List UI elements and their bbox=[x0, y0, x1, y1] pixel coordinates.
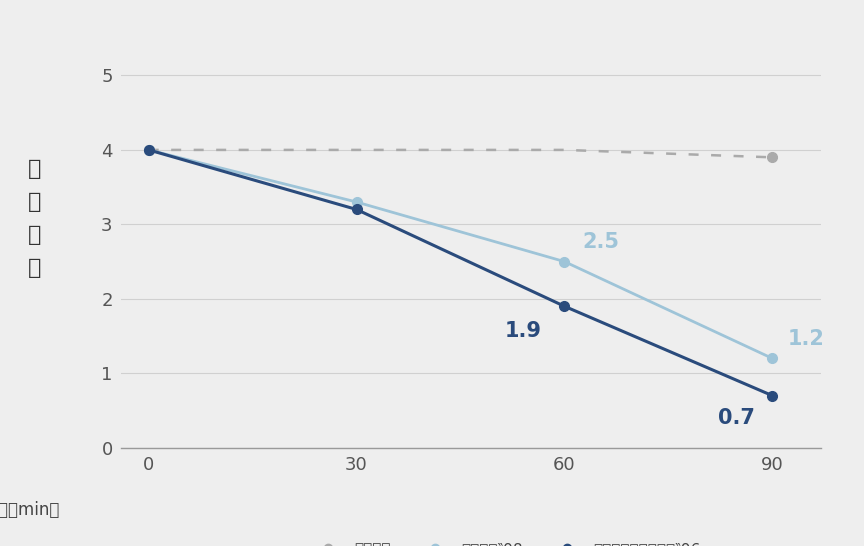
Text: 1.9: 1.9 bbox=[505, 321, 541, 341]
Text: 0.7: 0.7 bbox=[718, 408, 754, 428]
Legend: 自然減衰, 標準運転‶98, 集中クリーンモード‶96: 自然減衰, 標準運転‶98, 集中クリーンモード‶96 bbox=[305, 536, 707, 546]
Text: 2.5: 2.5 bbox=[582, 232, 619, 252]
Text: 臭
気
強
度: 臭 気 強 度 bbox=[28, 159, 41, 277]
Text: 1.2: 1.2 bbox=[787, 329, 824, 349]
Text: 時間（min）: 時間（min） bbox=[0, 501, 60, 519]
